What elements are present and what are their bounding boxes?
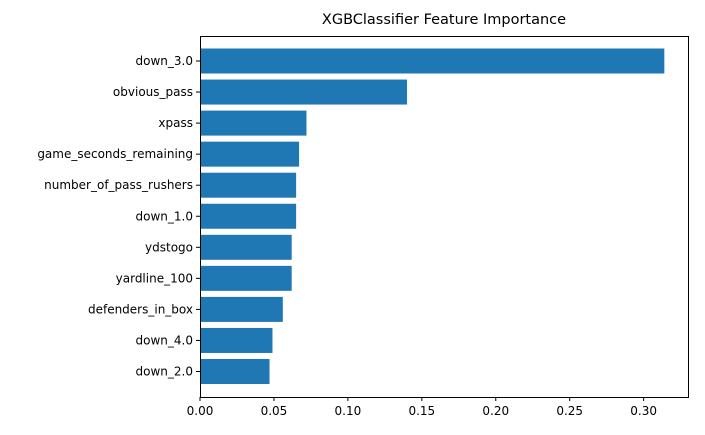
x-tick-label: 0.00	[187, 404, 214, 418]
bar-xpass	[200, 110, 307, 136]
y-tick-label: game_seconds_remaining	[37, 147, 193, 161]
y-tick-label: yardline_100	[116, 271, 193, 285]
bar-down_1.0	[200, 203, 297, 229]
y-tick-label: down_2.0	[136, 365, 193, 379]
x-tick-label: 0.10	[335, 404, 362, 418]
y-tick-label: down_4.0	[136, 333, 193, 347]
y-tick-label: xpass	[158, 116, 193, 130]
bar-number_of_pass_rushers	[200, 172, 297, 198]
x-tick-label: 0.20	[482, 404, 509, 418]
x-tick-label: 0.25	[556, 404, 583, 418]
y-tick-label: obvious_pass	[113, 85, 193, 99]
bar-ydstogo	[200, 234, 292, 260]
x-tick-label: 0.30	[630, 404, 657, 418]
x-tick-label: 0.05	[261, 404, 288, 418]
x-axis: 0.00 0.05 0.10 0.15 0.20 0.25 0.30	[187, 397, 657, 418]
bars-group	[200, 48, 665, 384]
bar-down_4.0	[200, 327, 273, 353]
plot-frame	[200, 36, 689, 398]
bar-obvious_pass	[200, 79, 408, 105]
y-tick-label: ydstogo	[145, 240, 193, 254]
y-tick-label: down_1.0	[136, 209, 193, 223]
bar-defenders_in_box	[200, 296, 283, 322]
bar-game_seconds_remaining	[200, 141, 300, 167]
chart-title: XGBClassifier Feature Importance	[322, 12, 566, 28]
y-tick-label: number_of_pass_rushers	[44, 178, 193, 192]
bar-down_2.0	[200, 359, 270, 384]
bar-yardline_100	[200, 265, 292, 291]
y-tick-label: down_3.0	[136, 54, 193, 68]
bar-down_3.0	[200, 48, 665, 74]
y-tick-label: defenders_in_box	[88, 302, 193, 316]
x-tick-label: 0.15	[408, 404, 435, 418]
